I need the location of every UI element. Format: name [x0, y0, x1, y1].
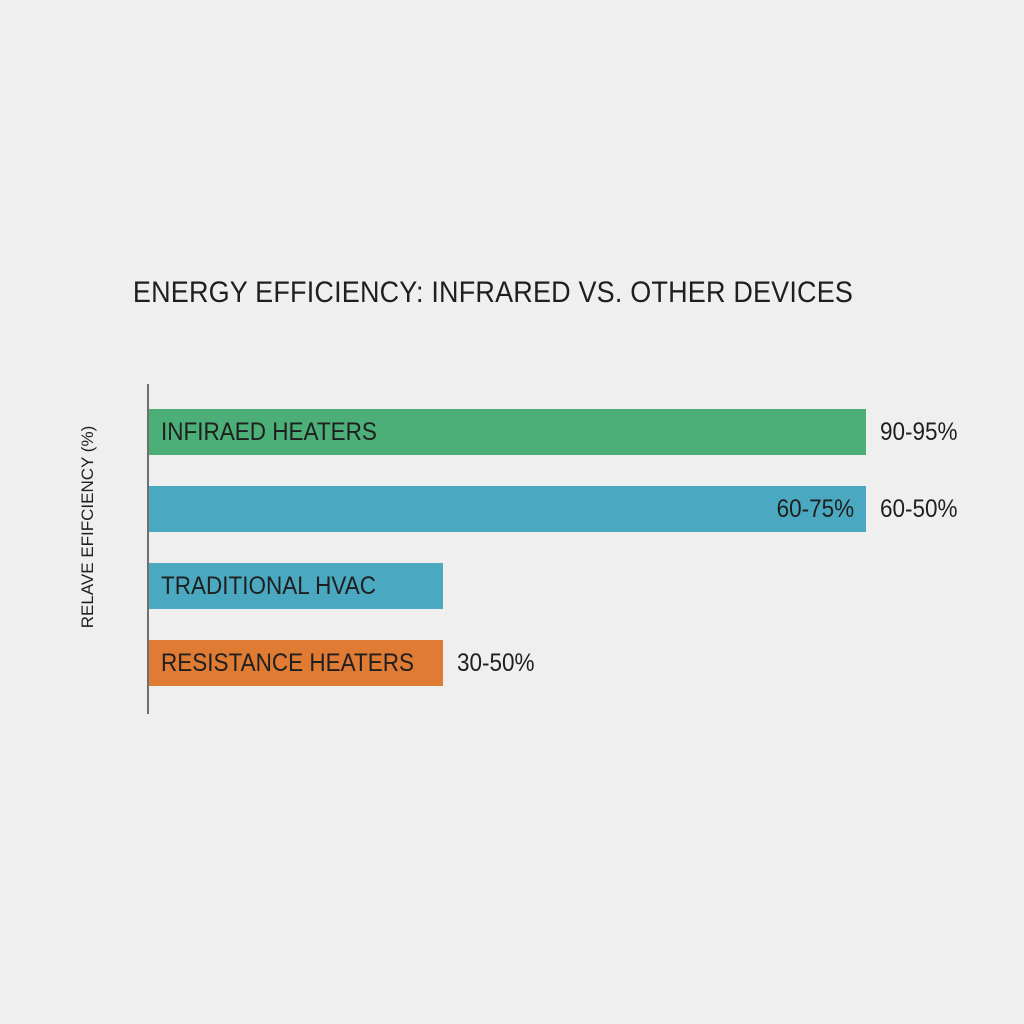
bar-inner-value-label: 60-75% — [776, 495, 855, 523]
bar-3 — [149, 563, 444, 609]
bar-2 — [149, 486, 867, 532]
bar-category-label: TRADITIONAL HVAC — [161, 572, 377, 600]
bar-value-label: 90-95% — [880, 418, 958, 446]
y-axis-line — [147, 384, 149, 714]
bar-category-label: RESISTANCE HEATERS — [161, 649, 414, 677]
bar-category-label: INFIRAED HEATERS — [161, 418, 377, 446]
chart-title: ENERGY EFFICIENCY: INFRARED VS. OTHER DE… — [132, 276, 854, 309]
bar-value-label: 60-50% — [880, 495, 958, 523]
y-axis-label: RELAVE EFIFCIENCY (%) — [78, 425, 97, 629]
bar-1 — [149, 409, 867, 455]
bar-4 — [149, 640, 444, 686]
bar-value-label: 30-50% — [457, 649, 535, 677]
